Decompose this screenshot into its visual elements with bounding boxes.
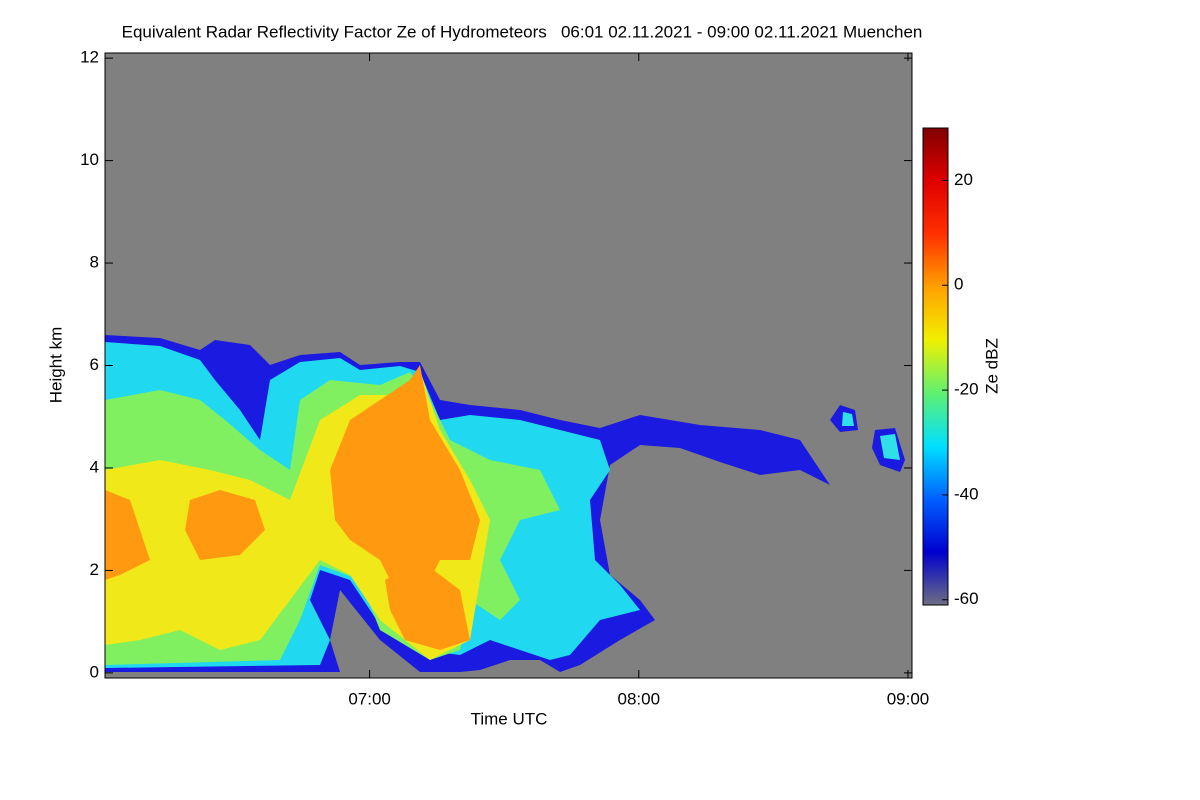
echo-core (105, 490, 150, 580)
colorbar-tick-label: -60 (954, 589, 979, 608)
y-tick-label: 4 (90, 457, 99, 476)
x-tick-label: 09:00 (887, 689, 930, 708)
y-tick-label: 0 (90, 662, 99, 681)
x-tick-label: 08:00 (618, 689, 661, 708)
echo-field (105, 335, 905, 672)
x-tick-label: 07:00 (348, 689, 391, 708)
y-tick-label: 2 (90, 560, 99, 579)
colorbar-tick-label: -20 (954, 380, 979, 399)
y-tick-label: 6 (90, 355, 99, 374)
y-tick-label: 8 (90, 253, 99, 272)
y-axis-label: Height km (46, 327, 65, 404)
echo-core (385, 560, 470, 650)
colorbar (922, 127, 949, 606)
x-axis-label: Time UTC (471, 709, 548, 728)
echo-core (185, 490, 265, 560)
y-tick-label: 10 (80, 150, 99, 169)
colorbar-label: Ze dBZ (982, 338, 1001, 394)
colorbar-tick-label: 0 (954, 275, 963, 294)
colorbar-tick-label: -40 (954, 484, 979, 503)
colorbar-tick-label: 20 (954, 170, 973, 189)
chart-title: Equivalent Radar Reflectivity Factor Ze … (122, 22, 923, 41)
y-tick-label: 12 (80, 48, 99, 67)
echo-core (330, 365, 480, 600)
echo-region (842, 412, 900, 460)
